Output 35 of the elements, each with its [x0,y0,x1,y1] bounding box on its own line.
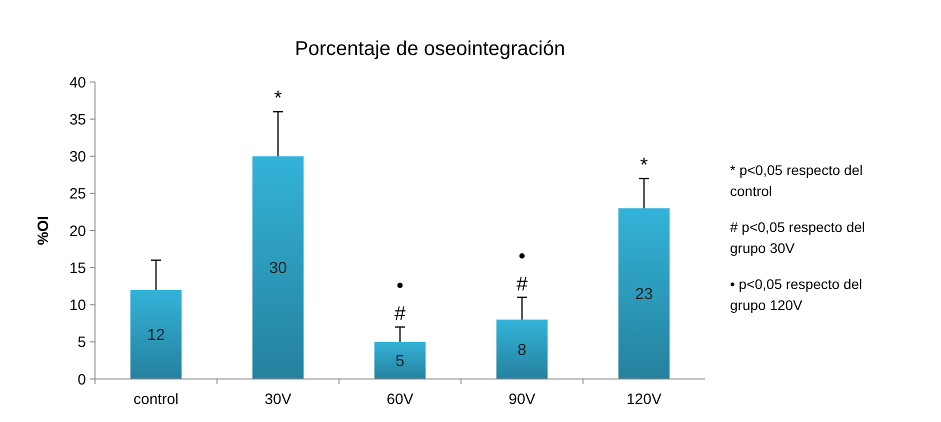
annotation: • [396,275,404,298]
x-tick-label: 120V [626,391,662,408]
y-tick-label: 40 [69,74,86,92]
data-label: 12 [147,327,165,344]
chart-title: Porcentaje de oseointegración [294,38,566,60]
annotation: * [274,88,282,110]
text: • p<0,05 respecto del grupo 120V [730,276,862,313]
y-tick-label: 30 [69,148,86,166]
x-tick-label: 60V [386,391,414,408]
bar [252,156,304,379]
text: * p<0,05 respecto del control [730,162,863,199]
annotation: # [394,303,406,326]
y-tick-label: 15 [69,260,86,277]
annotation: * [640,154,648,177]
data-label: 30 [269,260,287,278]
text: # p<0,05 respecto del grupo 30V [730,219,866,256]
x-tick-label: control [133,391,179,408]
y-tick-label: 20 [69,222,86,240]
y-axis-title: %OI [35,216,52,246]
y-tick-label: 35 [69,111,86,128]
annotation: • [518,245,526,268]
bar [374,342,426,379]
y-tick-label: 0 [78,371,86,388]
data-label: 8 [518,342,527,359]
data-label: 23 [635,286,653,304]
y-tick-label: 5 [78,334,86,352]
bar [130,290,182,379]
x-tick-label: 90V [508,391,536,408]
bar [618,208,670,379]
y-tick-label: 10 [69,297,86,314]
data-label: 5 [396,353,405,370]
bar [496,320,548,379]
y-tick-label: 25 [69,186,86,203]
x-tick-label: 30V [264,391,292,408]
annotation: # [516,273,528,296]
